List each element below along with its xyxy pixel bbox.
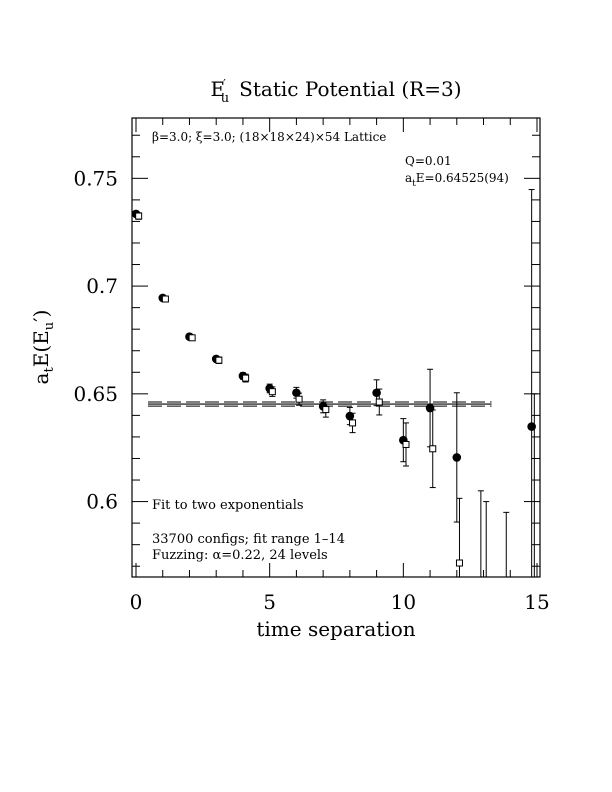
error-bars	[133, 189, 538, 577]
fuzzing-annotation: Fuzzing: α=0.22, 24 levels	[152, 548, 328, 563]
data-point-circle	[425, 403, 435, 413]
data-point-square	[268, 388, 276, 396]
data-point-circle	[452, 453, 462, 462]
y-tick-label: 0.65	[73, 382, 118, 406]
data-point-square	[349, 419, 357, 427]
x-tick-label: 5	[263, 590, 276, 614]
axis-ticks	[132, 118, 540, 577]
q-annotation: Q=0.01	[405, 154, 452, 168]
data-point-circle	[527, 422, 536, 431]
axis-tick-labels: 0 5 10 15 0.6 0.65 0.7 0.75	[73, 166, 549, 614]
plot-frame	[131, 117, 541, 578]
data-point-square	[215, 356, 223, 364]
data-point-square	[402, 440, 410, 448]
data-point-square	[295, 395, 303, 403]
y-tick-label: 0.6	[86, 490, 118, 514]
x-axis-label: time separation	[256, 617, 415, 641]
data-point-square	[161, 295, 169, 303]
fit-method-annotation: Fit to two exponentials	[152, 498, 304, 513]
data-point-square	[322, 406, 330, 414]
data-point-square	[135, 212, 143, 220]
fit-value-annotation: atE=0.64525(94)	[405, 171, 509, 189]
configs-annotation: 33700 configs; fit range 1–14	[152, 532, 345, 547]
data-point-circle	[292, 388, 301, 398]
data-point-square	[455, 559, 463, 567]
y-axis-label: atE(Eu′)	[29, 310, 57, 385]
data-point-square	[188, 334, 196, 342]
data-point-square	[429, 445, 437, 453]
data-point-square	[242, 374, 250, 382]
data-markers	[132, 209, 536, 623]
x-tick-label: 10	[391, 590, 416, 614]
x-tick-label: 15	[524, 590, 549, 614]
chart-title: E′ u Static Potential (R=3)	[210, 77, 461, 106]
data-point-square	[375, 398, 383, 406]
x-tick-label: 0	[130, 590, 143, 614]
data-point-square	[478, 617, 484, 623]
y-tick-label: 0.7	[86, 274, 118, 298]
data-point-circle	[372, 388, 381, 398]
data-point-circle	[345, 411, 355, 421]
data-point-square	[483, 606, 489, 612]
lattice-annotation: β=3.0; ξ=3.0; (18×18×24)×54 Lattice	[152, 130, 386, 144]
y-tick-label: 0.75	[73, 166, 118, 190]
data-point-square	[503, 617, 509, 623]
